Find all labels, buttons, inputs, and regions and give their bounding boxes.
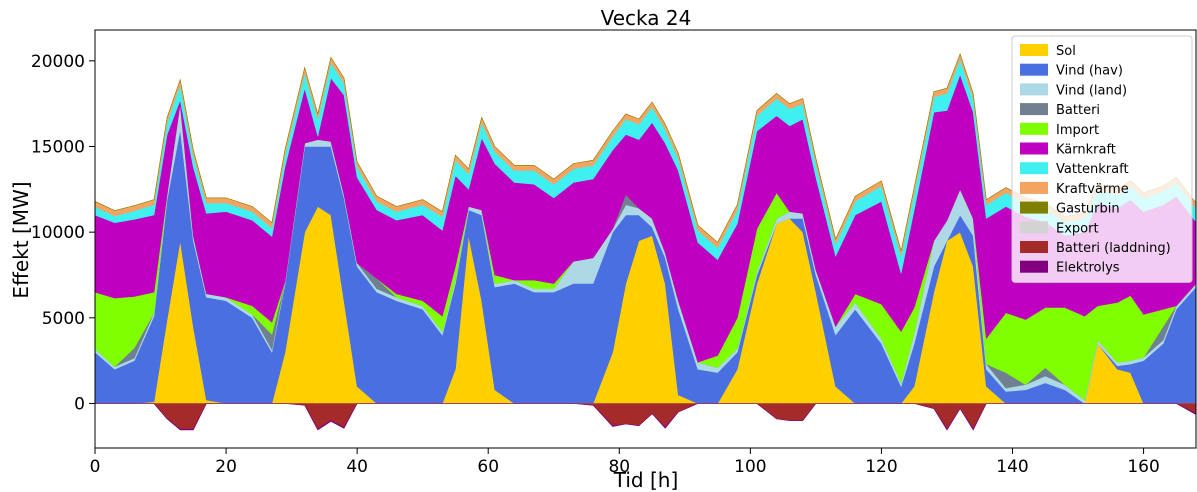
legend-label-sol: Sol <box>1056 44 1076 59</box>
x-axis: 0 20 40 60 80 100 120 140 160 <box>90 448 1160 477</box>
x-tick-label: 100 <box>734 457 766 477</box>
legend-swatch-sol <box>1020 44 1048 56</box>
x-tick-label: 80 <box>608 457 630 477</box>
legend-label-karnkraft: Kärnkraft <box>1056 143 1116 158</box>
x-tick-label: 40 <box>346 457 368 477</box>
legend-swatch-elektrolys <box>1020 260 1048 273</box>
legend-swatch-vattenkraft <box>1020 162 1048 175</box>
y-tick-label: 15000 <box>31 137 85 157</box>
legend-label-import: Import <box>1056 123 1099 138</box>
y-tick-label: 5000 <box>42 309 85 329</box>
legend-swatch-export <box>1020 221 1048 234</box>
legend-label-gasturbin: Gasturbin <box>1056 202 1120 217</box>
plot-frame <box>94 29 1197 449</box>
legend-swatch-kraftvarme <box>1020 181 1048 194</box>
x-tick-label: 20 <box>215 457 237 477</box>
area-batteri-laddning <box>95 403 1197 430</box>
legend-swatch-batteri <box>1020 103 1048 116</box>
legend-swatch-import <box>1020 122 1048 135</box>
legend-swatch-vind-land <box>1020 83 1048 96</box>
legend-swatch-gasturbin <box>1020 201 1048 214</box>
legend-box <box>1011 35 1193 283</box>
chart-title: Vecka 24 <box>601 6 692 30</box>
y-axis: 0 5000 10000 15000 20000 <box>31 52 95 414</box>
legend-swatch-karnkraft <box>1020 142 1048 155</box>
legend-label-vattenkraft: Vattenkraft <box>1056 162 1129 177</box>
legend-label-kraftvarme: Kraftvärme <box>1056 182 1129 197</box>
legend-label-batteri-laddning: Batteri (laddning) <box>1056 241 1171 256</box>
legend-swatch-vind-hav <box>1020 63 1048 76</box>
legend-swatch-batteri-laddning <box>1020 241 1048 253</box>
legend-label-vind-hav: Vind (hav) <box>1056 64 1123 79</box>
y-tick-label: 20000 <box>31 52 85 72</box>
legend: Sol Vind (hav) Vind (land) Batteri Import Kär… <box>1011 35 1193 283</box>
x-axis-title: Tid [h] <box>613 468 679 492</box>
x-tick-label: 120 <box>865 457 897 477</box>
x-tick-label: 0 <box>90 457 101 477</box>
y-tick-label: 0 <box>74 394 85 414</box>
legend-label-batteri: Batteri <box>1056 103 1100 118</box>
legend-label-elektrolys: Elektrolys <box>1056 261 1120 276</box>
x-tick-label: 140 <box>996 457 1028 477</box>
y-tick-label: 10000 <box>31 223 85 243</box>
legend-label-export: Export <box>1056 221 1099 236</box>
y-axis-title: Effekt [MW] <box>9 181 33 298</box>
legend-label-vind-land: Vind (land) <box>1056 83 1127 98</box>
x-tick-label: 60 <box>477 457 499 477</box>
x-tick-label: 160 <box>1127 457 1159 477</box>
